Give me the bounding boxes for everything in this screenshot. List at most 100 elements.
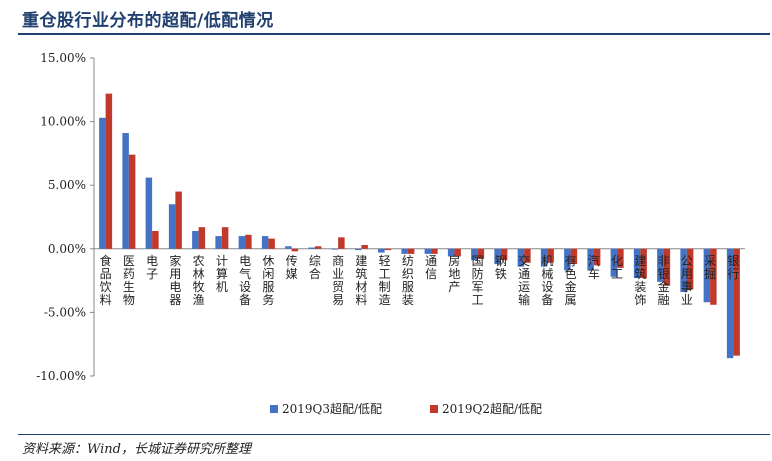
- bar-q3: [308, 247, 315, 249]
- legend-label: 2019Q2超配/低配: [442, 401, 542, 416]
- x-tick-label: 化工: [611, 254, 623, 281]
- bar-q2: [431, 248, 438, 254]
- x-tick-label: 休闲服务: [262, 254, 274, 307]
- bar-q3: [424, 248, 432, 254]
- y-tick-label: -5.00%: [44, 305, 86, 319]
- chart-container: 15.00% 10.00% 5.00% 0.00% -5.00% -10.00% 食品饮料医…: [0, 38, 772, 430]
- bar-q2: [733, 248, 740, 356]
- bar-q3: [447, 248, 455, 257]
- y-tick-label: 15.00%: [40, 51, 86, 65]
- legend-swatch: [270, 405, 278, 413]
- bar-q2: [500, 248, 508, 261]
- y-tick-label: 5.00%: [48, 178, 86, 192]
- bar-q3: [168, 204, 176, 249]
- legend-label: 2019Q3超配/低配: [282, 401, 382, 416]
- bar-q3: [261, 236, 269, 249]
- x-tick-label: 商业贸易: [332, 253, 344, 307]
- bar-q2: [477, 248, 485, 259]
- bar-q2: [361, 244, 368, 249]
- bar-q2: [617, 248, 624, 268]
- x-tick-label: 电子: [146, 254, 158, 281]
- bar-q3: [610, 248, 618, 277]
- x-tick-label: 国防军工: [472, 254, 484, 307]
- legend-swatch: [430, 405, 438, 413]
- bar-q2: [640, 248, 647, 279]
- x-tick-label: 医药生物: [123, 254, 135, 307]
- bar-q3: [680, 248, 687, 293]
- x-tick-label: 电气设备: [239, 254, 251, 307]
- x-tick-label: 计算机: [216, 254, 228, 294]
- x-tick-label: 农林牧渔: [193, 254, 205, 307]
- bar-q2: [314, 246, 322, 249]
- x-tick-label: 非银金融: [658, 254, 670, 307]
- bar-q2: [268, 238, 275, 249]
- bar-q3: [99, 117, 106, 249]
- bar-q3: [471, 248, 478, 261]
- bar-q3: [401, 248, 408, 254]
- bar-q2: [547, 248, 554, 263]
- x-tick-label: 钢铁: [495, 254, 507, 281]
- y-tick-label: 0.00%: [48, 242, 86, 256]
- x-tick-label: 交通运输: [518, 253, 530, 307]
- bar-q2: [175, 191, 182, 249]
- bar-q3: [331, 248, 339, 250]
- page-title: 重仓股行业分布的超配/低配情况: [22, 11, 274, 31]
- bar-q2: [710, 248, 717, 305]
- bar-q3: [215, 236, 222, 249]
- x-tick-label: 公用事业: [681, 254, 693, 307]
- bar-q3: [192, 230, 199, 249]
- bar-q2: [593, 248, 601, 266]
- title-bar: 重仓股行业分布的超配/低配情况: [0, 0, 772, 36]
- bar-chart: 15.00% 10.00% 5.00% 0.00% -5.00% -10.00% 食品饮料医…: [36, 51, 745, 416]
- x-tick-label: 家用电器: [169, 253, 181, 307]
- bar-q2: [686, 248, 694, 290]
- bar-q3: [657, 248, 664, 282]
- x-tick-label: 综合: [309, 254, 321, 281]
- bar-q3: [703, 248, 711, 303]
- source-note: 资料来源：Wind，长城证券研究所整理: [22, 442, 251, 457]
- bar-q2: [128, 154, 136, 249]
- x-tick-label: 银行: [727, 254, 739, 281]
- bar-q3: [564, 248, 571, 271]
- bar-q3: [122, 133, 129, 249]
- x-tick-label: 食品饮料: [100, 253, 112, 307]
- x-tick-label: 机械设备: [541, 254, 553, 307]
- x-tick-label: 采掘: [704, 254, 716, 281]
- bar-q2: [384, 248, 392, 251]
- bar-q2: [524, 248, 531, 263]
- bar-q3: [354, 248, 362, 251]
- x-tick-label: 通信: [425, 254, 437, 281]
- bar-q3: [587, 248, 594, 271]
- bar-q2: [338, 237, 345, 249]
- bar-q2: [152, 230, 159, 249]
- bar-q3: [726, 248, 734, 359]
- bar-q2: [105, 93, 113, 249]
- bar-q2: [221, 227, 229, 249]
- x-tick-label: 纺织服装: [402, 254, 414, 307]
- y-tick-label: -10.00%: [36, 369, 86, 383]
- bar-q3: [285, 246, 292, 249]
- bar-q2: [663, 248, 671, 286]
- bar-q3: [633, 248, 641, 279]
- x-tick-label: 汽车: [588, 253, 600, 281]
- bar-q2: [407, 248, 415, 254]
- bar-q3: [517, 248, 525, 267]
- x-tick-label: 传媒: [286, 253, 298, 281]
- bar-q3: [540, 248, 548, 267]
- bar-q2: [570, 248, 578, 265]
- bar-q3: [238, 236, 246, 249]
- x-tick-label: 建筑材料: [355, 254, 367, 307]
- x-tick-label: 房地产: [448, 253, 460, 294]
- bar-q2: [198, 227, 206, 249]
- footer-divider: [18, 434, 770, 435]
- bar-q3: [494, 248, 501, 265]
- bar-q2: [245, 234, 252, 249]
- bar-q3: [378, 248, 385, 253]
- x-tick-label: 轻工制造: [379, 254, 391, 307]
- title-divider: [18, 33, 770, 35]
- bar-q2: [291, 248, 299, 252]
- x-tick-label: 有色金属: [565, 254, 577, 307]
- y-tick-label: 10.00%: [40, 115, 86, 129]
- x-tick-label: 建筑装饰: [634, 254, 646, 307]
- bar-q3: [145, 177, 153, 249]
